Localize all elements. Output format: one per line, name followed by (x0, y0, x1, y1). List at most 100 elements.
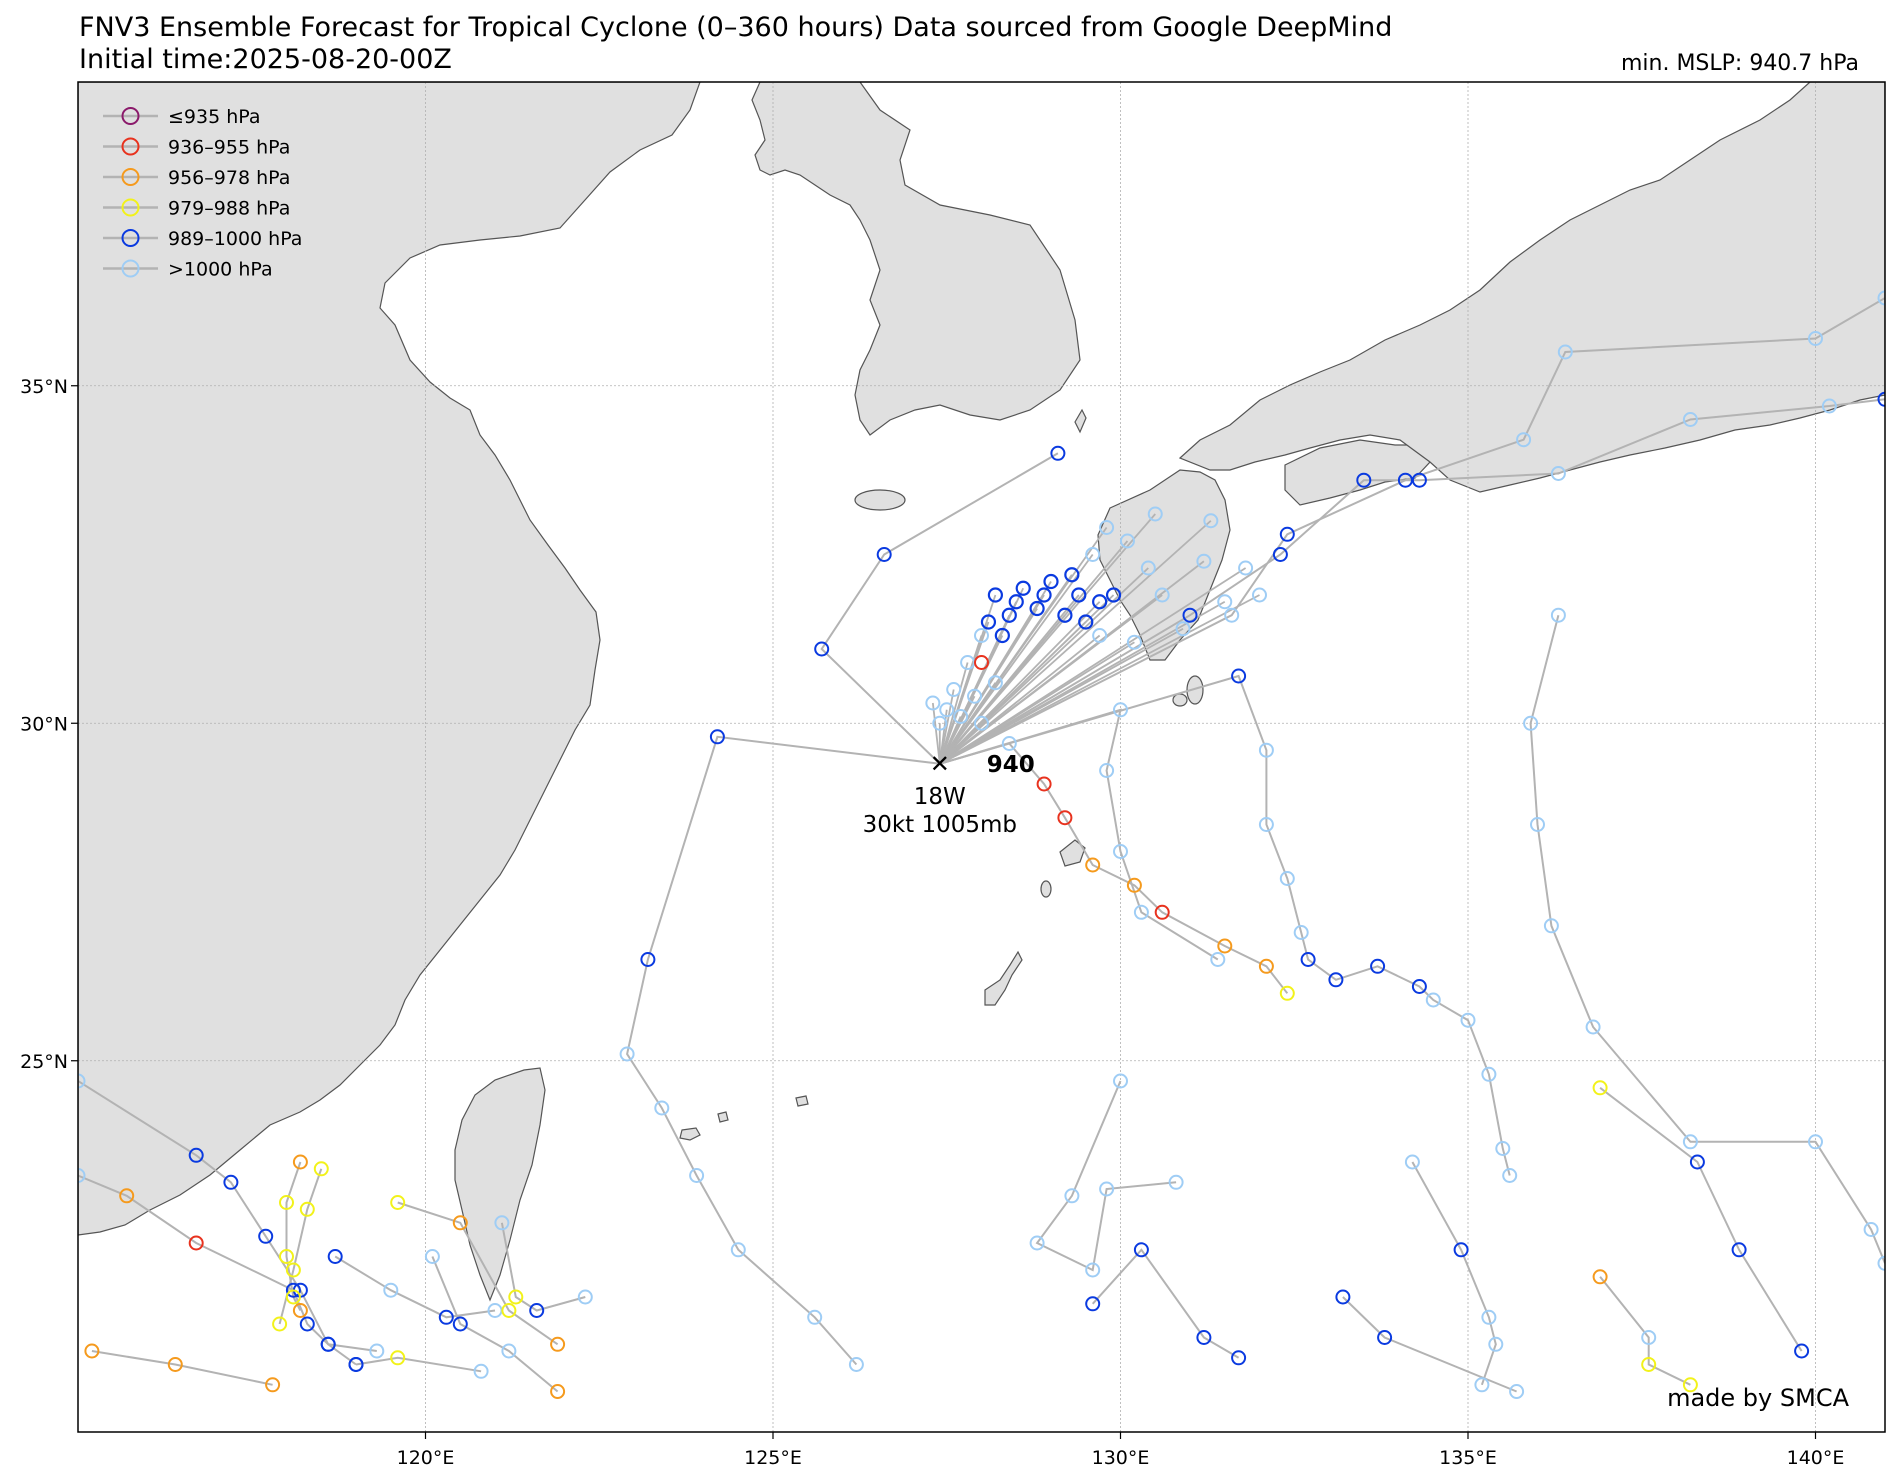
track-point (807, 1309, 823, 1325)
track-point (1543, 918, 1559, 934)
track-point (1182, 607, 1198, 623)
track-point (1550, 607, 1566, 623)
legend-marker (121, 107, 140, 125)
track-point (1258, 817, 1274, 832)
ensemble-track-line (334, 1255, 496, 1319)
legend-marker (121, 229, 140, 247)
track-point (299, 1316, 315, 1332)
track-point (974, 715, 989, 731)
track-point (279, 1249, 294, 1264)
track-point (1592, 1080, 1608, 1096)
track-point (1794, 1343, 1810, 1359)
track-point (1119, 533, 1135, 549)
track-point (1217, 594, 1233, 610)
ensemble-track-line (939, 627, 1184, 765)
track-point (1557, 344, 1573, 360)
ensemble-track-line (91, 1350, 273, 1386)
ensemble-track-line (500, 1222, 586, 1312)
track-point (258, 1228, 274, 1244)
track-point (1279, 985, 1295, 1001)
track-point (1175, 621, 1191, 637)
track-point (119, 1188, 135, 1204)
track-point (1057, 607, 1073, 623)
track-point (1231, 1350, 1247, 1366)
track-point (1682, 412, 1698, 427)
ensemble-track-line (939, 674, 1511, 1176)
ensemble-track-line (939, 567, 1247, 765)
track-point (577, 1289, 593, 1305)
track-point (452, 1316, 468, 1332)
track-point (1689, 1154, 1705, 1170)
track-point (1258, 958, 1274, 974)
lon-tick-label: 125°E (744, 1447, 802, 1469)
legend-marker (121, 168, 140, 186)
track-point (1085, 857, 1101, 873)
track-point (1731, 1242, 1747, 1258)
track-point (1133, 904, 1149, 920)
track-point (1001, 736, 1017, 751)
track-point (1397, 472, 1413, 488)
legend: ≤935 hPa 936–955 hPa 956–978 hPa 979–988 hP… (103, 106, 302, 281)
track-point (1043, 573, 1059, 590)
track-point (1377, 1330, 1393, 1345)
track-point (1029, 1235, 1045, 1251)
track-point (1224, 607, 1240, 623)
track-point (550, 1336, 566, 1352)
legend-label: 979–988 hPa (168, 198, 290, 220)
track-point (1502, 1168, 1518, 1183)
track-point (619, 1046, 635, 1062)
land-ishigaki (679, 1127, 701, 1141)
ensemble-track-line (355, 1356, 482, 1373)
track-point (1592, 1269, 1608, 1285)
track-point (78, 1168, 86, 1183)
track-point (1877, 290, 1885, 306)
track-point (1481, 1309, 1497, 1325)
ensemble-track-line (939, 398, 1885, 765)
track-point (1516, 432, 1532, 448)
credit-label: made by SMCA (1667, 1384, 1849, 1412)
track-point (1196, 553, 1212, 569)
track-point (1085, 547, 1101, 562)
ensemble-track-line (1529, 614, 1885, 1264)
track-point (814, 641, 830, 657)
ensemble-track-line (939, 574, 1073, 765)
track-point (848, 1357, 864, 1372)
track-point (78, 1073, 86, 1089)
track-point (501, 1343, 517, 1359)
land-honshu (1178, 82, 1885, 493)
track-point (1099, 1181, 1115, 1197)
track-point (1071, 587, 1087, 603)
track-point (1085, 1262, 1101, 1278)
track-point (1085, 1296, 1101, 1312)
track-point (167, 1357, 183, 1372)
track-point (494, 1215, 510, 1231)
track-point (1682, 1377, 1698, 1393)
track-point (932, 715, 948, 731)
land-layer (78, 82, 1885, 1302)
track-point (1217, 938, 1233, 954)
track-point (279, 1195, 294, 1210)
track-point (390, 1350, 406, 1366)
ensemble-track-line (626, 735, 940, 1366)
map-frame (77, 81, 1886, 1433)
track-point (550, 1384, 566, 1399)
track-point (1481, 1066, 1497, 1082)
track-point (1474, 1377, 1490, 1393)
land-shikoku (1284, 439, 1431, 506)
track-point (1064, 1188, 1080, 1204)
land-island (1172, 693, 1188, 707)
track-point (1272, 547, 1288, 562)
track-point (1015, 580, 1031, 596)
land-amami (1059, 839, 1086, 867)
track-point (1099, 520, 1115, 535)
track-point (730, 1242, 746, 1258)
legend-marker (121, 198, 140, 217)
ensemble-track-line (1091, 1248, 1240, 1359)
track-point (1808, 1134, 1823, 1150)
track-point (529, 1303, 545, 1318)
track-point (1036, 776, 1052, 792)
track-point (348, 1357, 364, 1372)
track-point (1196, 1330, 1212, 1345)
legend-label: ≤935 hPa (168, 106, 261, 128)
